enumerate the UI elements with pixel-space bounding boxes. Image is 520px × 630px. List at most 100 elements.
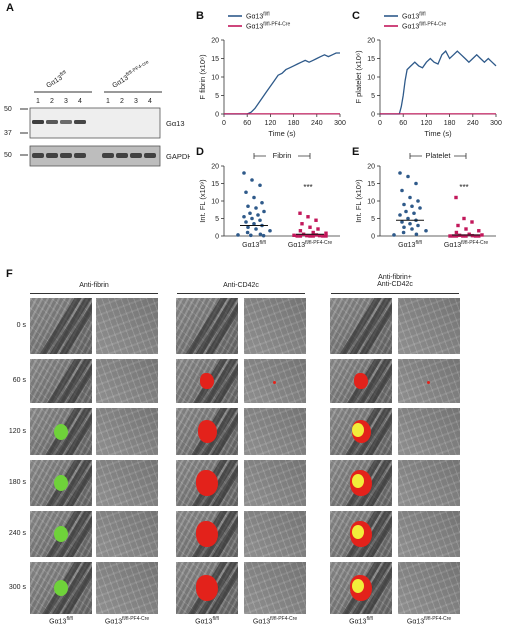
y-tick-label: 5 [215, 216, 219, 223]
y-tick-label: 10 [367, 199, 375, 206]
x-category-label-wt-base: Gα13 [242, 242, 259, 249]
panel-f-column-label-base: Gα13 [104, 618, 123, 626]
data-point-ko [305, 233, 309, 238]
legend-label-ko-base: Gα13 [402, 24, 419, 31]
panel-f-column-label-sup: fl/fl-PF4-Cre [270, 616, 298, 622]
blot-lane-number: 2 [50, 98, 54, 105]
blot-lane-number: 1 [106, 98, 110, 105]
y-tick-label: 5 [215, 93, 219, 100]
data-point-wt [242, 214, 246, 219]
microscopy-tile [330, 408, 392, 455]
legend-label-wt-sup: fl/fl [419, 12, 425, 18]
blot-lane-number: 3 [64, 98, 68, 105]
data-point-ko [311, 230, 315, 235]
microscopy-tile [176, 460, 238, 506]
legend-label-ko-sup: fl/fl-PF4-Cre [419, 22, 446, 28]
panel-f-column-label-sup: fl/fl [66, 616, 73, 622]
microscopy-tile [398, 511, 460, 557]
x-tick-label: 180 [288, 120, 300, 127]
x-tick-label: 60 [399, 120, 407, 127]
data-point-wt [246, 225, 250, 230]
fibrin-signal-green [54, 475, 68, 491]
x-category-label-ko-base: Gα13 [288, 242, 305, 249]
data-point-wt [249, 233, 253, 238]
data-point-wt [254, 206, 258, 210]
data-point-wt [400, 188, 404, 193]
x-axis-label: Time (s) [268, 129, 296, 138]
merged-signal-yellow [352, 525, 364, 539]
x-tick-label: 300 [490, 120, 502, 127]
data-point-ko [462, 216, 466, 221]
data-point-ko [298, 229, 303, 233]
merged-signal-yellow [352, 474, 364, 488]
microscopy-tile [244, 562, 306, 614]
panel-f-column-label-sup: fl/fl [212, 616, 219, 622]
y-tick-label: 0 [371, 112, 375, 119]
blot-lane-number: 3 [134, 98, 138, 105]
blot-band-g13 [46, 120, 58, 124]
x-tick-label: 0 [378, 120, 382, 127]
y-tick-label: 15 [367, 56, 375, 63]
legend-label-wt-base: Gα13 [246, 14, 263, 21]
data-point-wt [398, 213, 402, 217]
y-tick-label: 10 [211, 199, 219, 206]
y-tick-label: 15 [211, 56, 219, 63]
data-point-wt [412, 211, 416, 216]
y-tick-label: 10 [211, 75, 219, 82]
panel-letter-b: B [196, 10, 204, 22]
panel-f-column-label: Gα13fl/fl-PF4-Cre [394, 616, 464, 625]
platelet-signal-red [354, 372, 368, 390]
data-point-wt [268, 228, 272, 233]
data-point-ko [300, 222, 304, 226]
blot-group-label-wt-sup: fl/fl [59, 70, 68, 78]
legend-label-ko-sup: fl/fl-PF4-Cre [263, 22, 290, 28]
panel-f-header-1: Anti-CD42c [223, 282, 259, 289]
data-point-wt [261, 233, 266, 238]
data-point-wt [402, 225, 406, 230]
x-tick-label: 120 [265, 120, 277, 127]
microscopy-tile [96, 298, 158, 354]
microscopy-tile [330, 298, 392, 354]
y-tick-label: 0 [371, 234, 375, 241]
microscopy-tile [244, 460, 306, 506]
microscopy-tile [176, 562, 238, 614]
panel-f-column-label: Gα13fl/fl [326, 616, 396, 625]
blot-band-g13 [60, 120, 72, 124]
panel-f-header-rule-0 [30, 293, 158, 294]
data-point-wt [242, 171, 246, 175]
microscopy-tile [30, 511, 92, 557]
data-point-wt [424, 228, 428, 233]
data-point-ko [470, 220, 474, 224]
data-point-wt [256, 213, 260, 217]
data-point-ko [321, 234, 325, 238]
x-tick-label: 240 [311, 120, 323, 127]
platelet-signal-red [195, 520, 219, 548]
data-point-wt [392, 233, 396, 237]
data-point-wt [410, 227, 414, 231]
y-tick-label: 0 [215, 234, 219, 241]
blot-marker-50-top: 50 [4, 106, 12, 113]
blot-membrane-g13 [29, 107, 161, 139]
x-tick-label: 0 [222, 120, 226, 127]
microscopy-tile [244, 511, 306, 557]
data-point-wt [258, 218, 262, 223]
series-line-wt [380, 50, 497, 115]
blot-band-label-gapdh: GAPDH [166, 152, 190, 161]
data-point-wt [246, 204, 250, 209]
bracket-title: Fibrin [273, 151, 292, 160]
y-tick-label: 20 [367, 38, 375, 45]
data-point-ko [454, 234, 459, 238]
x-tick-label: 120 [421, 120, 433, 127]
merged-signal-yellow [352, 579, 364, 593]
blot-marker-50-bottom: 50 [4, 152, 12, 159]
panel-letter-f: F [6, 268, 13, 280]
blot-group-label-ko: Gα13fl/fl-PF4-cre [110, 59, 152, 90]
data-point-ko [306, 215, 310, 219]
x-category-label-wt-sup: fl/fl [415, 240, 421, 246]
data-point-ko [451, 234, 455, 238]
microscopy-tile [30, 408, 92, 455]
data-point-ko [467, 232, 471, 236]
data-point-ko [480, 233, 484, 237]
